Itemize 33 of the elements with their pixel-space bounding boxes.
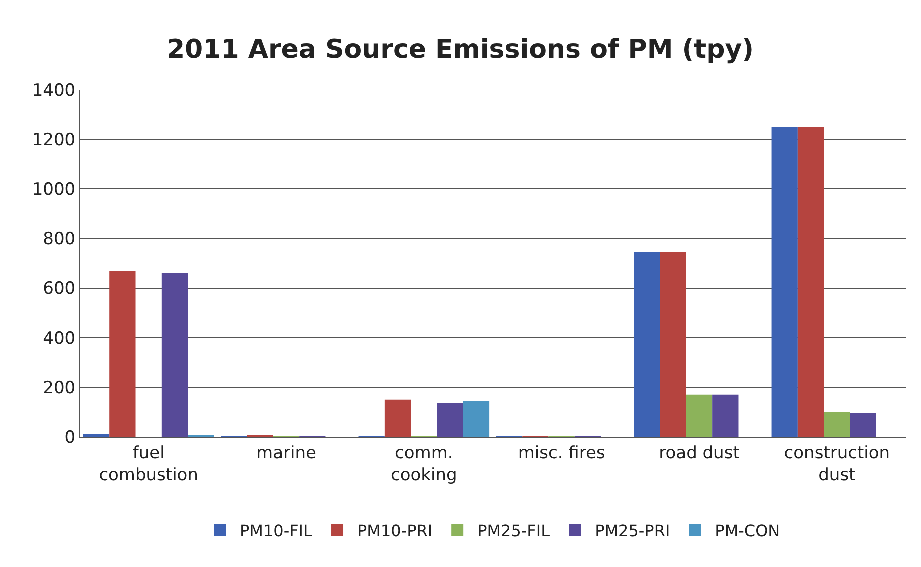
legend-label: PM10-FIL — [240, 521, 313, 540]
bar — [463, 401, 490, 437]
bar — [660, 252, 686, 437]
y-tick-label: 1000 — [32, 180, 76, 200]
bar — [110, 270, 136, 437]
bar — [850, 413, 876, 437]
y-tick-label: 1400 — [32, 80, 76, 101]
y-tick-label: 800 — [43, 230, 76, 250]
y-tick-label: 0 — [64, 428, 76, 448]
bar — [634, 252, 660, 437]
bar — [824, 412, 850, 437]
x-tick-label: marine — [256, 443, 316, 464]
y-tick-label: 400 — [43, 328, 76, 349]
bar — [162, 273, 188, 437]
bar — [712, 394, 739, 437]
bar — [437, 404, 464, 437]
y-tick-label: 200 — [43, 378, 76, 398]
x-tick-label: comm. cooking — [391, 443, 458, 486]
x-tick-label: construction dust — [784, 443, 890, 486]
x-tick-label: fuel combustion — [99, 443, 198, 486]
legend-label: PM-CON — [715, 521, 780, 540]
legend-label: PM10-PRI — [358, 521, 433, 540]
x-tick-label: misc. fires — [518, 443, 606, 464]
bar — [384, 400, 412, 437]
bar — [772, 127, 798, 437]
legend-label: PM25-FIL — [478, 521, 550, 540]
x-tick-label: road dust — [659, 443, 740, 464]
y-tick-label: 600 — [43, 279, 76, 300]
bar — [798, 127, 824, 437]
bar — [686, 394, 713, 437]
legend-label: PM25-PRI — [595, 521, 670, 540]
chart-title: 2011 Area Source Emissions of PM (tpy) — [166, 34, 754, 65]
y-tick-label: 1200 — [32, 130, 76, 151]
